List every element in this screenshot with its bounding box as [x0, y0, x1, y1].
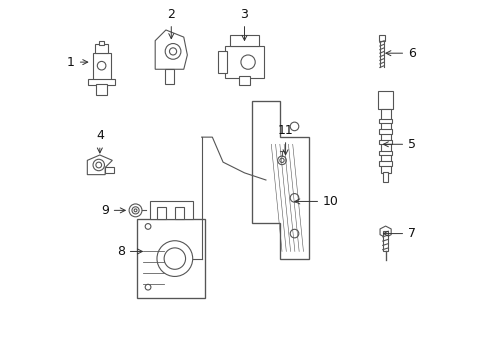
Circle shape — [279, 158, 284, 162]
Circle shape — [129, 204, 142, 217]
Circle shape — [241, 55, 255, 69]
Text: 7: 7 — [383, 227, 415, 240]
Text: 11: 11 — [277, 124, 293, 155]
Bar — [99, 41, 104, 45]
Polygon shape — [379, 226, 390, 238]
Bar — [157, 207, 165, 219]
Bar — [378, 35, 384, 41]
Circle shape — [164, 248, 185, 269]
Bar — [380, 109, 390, 173]
Bar — [149, 202, 192, 219]
Text: 3: 3 — [240, 8, 248, 40]
Bar — [175, 207, 183, 219]
Circle shape — [165, 44, 181, 59]
Circle shape — [97, 62, 106, 70]
Bar — [88, 79, 115, 85]
Polygon shape — [87, 155, 112, 175]
Bar — [378, 129, 391, 134]
Bar — [93, 53, 110, 82]
Circle shape — [157, 241, 192, 276]
Bar — [382, 172, 387, 182]
Polygon shape — [155, 30, 187, 69]
Bar — [165, 69, 173, 84]
Circle shape — [96, 162, 102, 168]
Bar — [378, 151, 391, 155]
Bar — [230, 35, 258, 46]
Bar — [239, 76, 249, 85]
Circle shape — [169, 48, 176, 55]
Bar — [378, 161, 391, 166]
Text: 6: 6 — [385, 47, 415, 60]
Bar — [137, 219, 205, 298]
Text: 2: 2 — [167, 8, 175, 39]
Bar — [378, 118, 391, 123]
Circle shape — [277, 156, 285, 165]
Text: 10: 10 — [294, 195, 338, 208]
Bar — [378, 140, 391, 144]
Bar — [377, 91, 393, 109]
Bar — [382, 231, 387, 251]
Polygon shape — [251, 102, 308, 258]
Text: 5: 5 — [383, 138, 415, 151]
Circle shape — [290, 229, 298, 238]
Circle shape — [93, 159, 104, 171]
Bar — [96, 84, 107, 95]
Bar — [95, 44, 108, 53]
Circle shape — [290, 194, 298, 202]
Circle shape — [145, 224, 151, 229]
Text: 8: 8 — [117, 245, 142, 258]
Circle shape — [290, 122, 298, 131]
Bar — [217, 51, 226, 73]
Circle shape — [134, 209, 137, 212]
Bar — [224, 46, 264, 78]
Text: 1: 1 — [67, 55, 87, 69]
Text: 9: 9 — [101, 204, 125, 217]
Bar — [105, 167, 114, 173]
Text: 4: 4 — [96, 130, 103, 153]
Circle shape — [145, 284, 151, 290]
Circle shape — [132, 207, 139, 214]
